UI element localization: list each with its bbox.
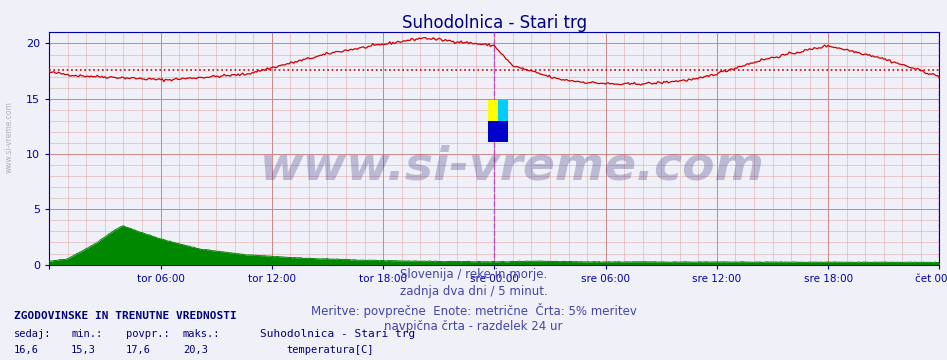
- Text: 16,6: 16,6: [14, 345, 39, 355]
- Title: Suhodolnica - Stari trg: Suhodolnica - Stari trg: [402, 14, 587, 32]
- Text: maks.:: maks.:: [183, 329, 221, 339]
- Text: min.:: min.:: [71, 329, 102, 339]
- Text: povpr.:: povpr.:: [126, 329, 170, 339]
- Text: www.si-vreme.com: www.si-vreme.com: [259, 145, 764, 190]
- Text: Meritve: povprečne  Enote: metrične  Črta: 5% meritev: Meritve: povprečne Enote: metrične Črta:…: [311, 303, 636, 318]
- Text: sedaj:: sedaj:: [14, 329, 52, 339]
- Text: Slovenija / reke in morje.: Slovenija / reke in morje.: [400, 268, 547, 281]
- Text: temperatura[C]: temperatura[C]: [286, 345, 373, 355]
- FancyBboxPatch shape: [488, 121, 508, 141]
- Text: ZGODOVINSKE IN TRENUTNE VREDNOSTI: ZGODOVINSKE IN TRENUTNE VREDNOSTI: [14, 311, 237, 321]
- Text: zadnja dva dni / 5 minut.: zadnja dva dni / 5 minut.: [400, 285, 547, 298]
- FancyBboxPatch shape: [488, 100, 498, 121]
- Text: 20,3: 20,3: [183, 345, 207, 355]
- Text: www.si-vreme.com: www.si-vreme.com: [5, 101, 14, 173]
- FancyBboxPatch shape: [498, 100, 508, 121]
- Text: Suhodolnica - Stari trg: Suhodolnica - Stari trg: [260, 329, 416, 339]
- Text: 17,6: 17,6: [126, 345, 151, 355]
- Text: navpična črta - razdelek 24 ur: navpična črta - razdelek 24 ur: [384, 320, 563, 333]
- Text: 15,3: 15,3: [71, 345, 96, 355]
